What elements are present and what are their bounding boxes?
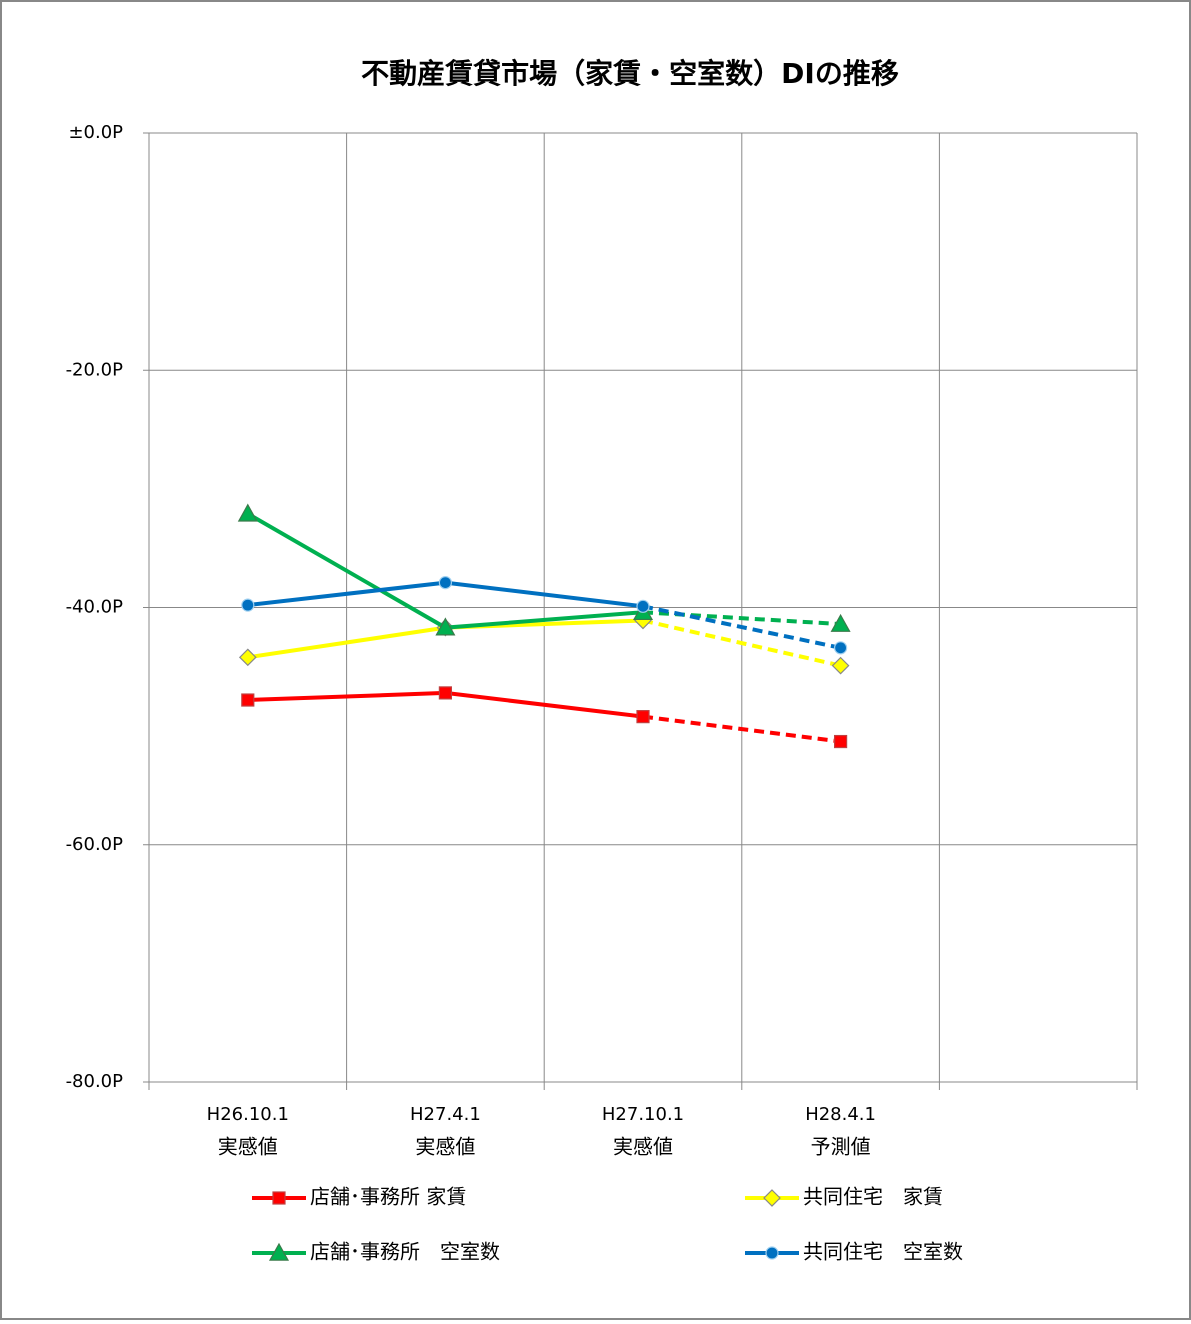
legend-label: 店舗･事務所 空室数 (310, 1240, 500, 1264)
x-tick-sublabel: 実感値 (218, 1135, 278, 1159)
series-line-forecast (642, 618, 842, 668)
marker (636, 599, 650, 613)
legend-label: 共同住宅 空室数 (803, 1240, 963, 1264)
marker (833, 641, 848, 655)
y-tick-label: -60.0P (66, 834, 124, 855)
x-tick-label: H27.10.1 (602, 1104, 684, 1125)
y-tick-label: -80.0P (66, 1071, 124, 1092)
marker (272, 1191, 286, 1205)
marker (763, 1189, 781, 1207)
x-tick-sublabel: 実感値 (613, 1135, 673, 1159)
legend-label: 店舗･事務所 家賃 (310, 1185, 466, 1209)
chart-title: 不動産賃貸市場（家賃・空室数）DIの推移 (361, 57, 899, 90)
x-tick-label: H28.4.1 (805, 1104, 876, 1125)
y-tick-label: ±0.0P (68, 122, 123, 143)
series-line-forecast (642, 714, 841, 744)
marker (830, 613, 851, 632)
marker (833, 734, 848, 749)
marker (438, 686, 452, 700)
y-tick-label: -40.0P (66, 597, 124, 618)
x-tick-label: H26.10.1 (207, 1104, 289, 1125)
marker (241, 598, 255, 612)
marker (636, 710, 650, 724)
marker (241, 693, 255, 707)
x-tick-label: H27.4.1 (410, 1104, 481, 1125)
marker (831, 656, 850, 675)
marker (268, 1242, 290, 1261)
x-tick-sublabel: 予測値 (811, 1135, 871, 1159)
marker (435, 617, 456, 636)
marker (238, 648, 257, 667)
x-tick-sublabel: 実感値 (415, 1135, 475, 1159)
marker (765, 1246, 779, 1260)
marker (438, 575, 452, 590)
y-tick-label: -20.0P (66, 359, 124, 380)
marker (237, 503, 258, 522)
legend-label: 共同住宅 家賃 (803, 1185, 943, 1209)
series-line-forecast (642, 604, 842, 650)
